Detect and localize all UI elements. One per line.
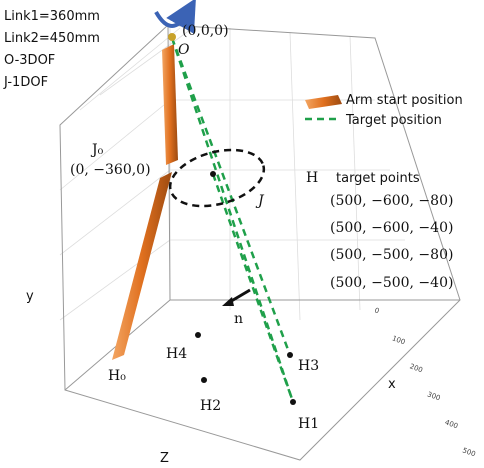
target-point [287,352,293,358]
legend-arm: Arm start position [346,93,463,108]
legend-target: Target position [345,113,442,128]
x-tick-label: 300 [426,390,441,402]
target-point [290,399,296,405]
target-point [195,332,201,338]
point-label: H4 [166,346,187,362]
point-label: H₀ [108,368,126,384]
axis-box [59,24,461,461]
x-tick-label: 200 [409,362,424,374]
origin-point [168,33,176,41]
normal-label: n [234,311,243,327]
joint-start-label: J₀ [90,142,104,158]
note: J-1DOF [3,75,48,90]
target-coords: (500, −600, −80) [330,193,453,209]
point-label: H1 [298,416,319,432]
rotation-arrow [154,0,196,34]
target-coords: (500, −600, −40) [330,220,453,236]
axis-label: x [388,377,396,392]
point-label: H3 [298,358,319,374]
axis-label: Z [160,451,169,466]
origin-coords: (0,0,0) [182,23,229,39]
point-label: H2 [200,398,221,414]
joint-point [210,171,216,177]
origin-label: O [178,42,190,58]
legend-arm-icon [305,95,342,109]
target-coords: (500, −500, −80) [330,247,453,263]
x-tick-label: 0 [373,306,380,315]
note: Link2=450mm [4,31,100,46]
normal-arrow-head [222,297,234,306]
note: Link1=360mm [4,9,100,24]
x-tick-label: 500 [461,446,476,458]
targets-title: target points [336,171,420,186]
x-tick-label: 400 [444,418,459,430]
note: O-3DOF [4,53,55,68]
target-point [201,377,207,383]
targets-symbol: H [306,170,318,186]
joint-start-coords: (0, −360,0) [70,162,151,178]
joint-circle [168,148,266,208]
arm-link2 [112,172,172,360]
target-line [170,37,295,403]
axis-label: y [26,289,34,304]
joint-label: J [255,193,265,209]
x-tick-label: 100 [391,334,406,346]
arm-link1 [162,44,178,165]
target-coords: (500, −500, −40) [330,275,453,291]
